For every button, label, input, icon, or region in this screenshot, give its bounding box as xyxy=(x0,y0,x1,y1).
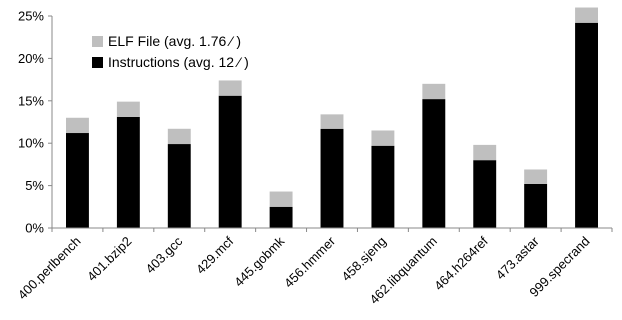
bar-segment-elf-file xyxy=(218,80,242,96)
bar-segment-elf-file xyxy=(473,144,497,161)
y-axis: 0% 5% 10% 15% 20% 25% xyxy=(18,9,53,236)
y-tick-label: 15% xyxy=(18,93,44,108)
bars xyxy=(66,7,598,229)
bar-segment-elf-file xyxy=(524,169,548,184)
bar-segment-elf-file xyxy=(269,191,293,207)
x-tick-label: 464.h264ref xyxy=(431,233,491,293)
x-tick-label: 458.sjeng xyxy=(339,234,389,284)
x-tick-label: 400.perlbench xyxy=(15,234,84,303)
legend-swatch xyxy=(92,57,103,68)
bar-segment-instructions xyxy=(575,22,598,229)
bar-segment-instructions xyxy=(218,95,242,228)
legend: ELF File (avg. 1.76 ⁄ ) Instructions (avg… xyxy=(92,33,249,70)
bar-segment-instructions xyxy=(371,145,395,228)
bar-segment-instructions xyxy=(66,133,89,228)
x-tick-label: 456.hmmer xyxy=(281,233,339,291)
y-tick-label: 10% xyxy=(18,136,44,151)
bar-segment-elf-file xyxy=(320,114,344,129)
bar-segment-instructions xyxy=(320,128,344,228)
y-tick-label: 0% xyxy=(25,221,44,236)
x-tick-label: 401.bzip2 xyxy=(84,234,134,284)
x-tick-label: 473.astar xyxy=(493,233,542,282)
y-tick-label: 20% xyxy=(18,51,44,66)
x-tick-label: 429.mcf xyxy=(193,233,237,277)
bar-segment-instructions xyxy=(422,99,446,228)
bar-segment-instructions xyxy=(116,116,140,228)
x-axis: 400.perlbench 401.bzip2 403.gcc 429.mcf445.… xyxy=(15,227,613,307)
bar-segment-instructions xyxy=(167,144,191,228)
legend-label: ELF File (avg. 1.76 ⁄ ) xyxy=(108,33,241,49)
legend-swatch xyxy=(92,36,103,47)
bar-segment-elf-file xyxy=(116,101,140,117)
bar-segment-instructions xyxy=(524,183,548,228)
bar-segment-elf-file xyxy=(167,128,191,145)
bar-segment-elf-file xyxy=(66,117,89,134)
legend-label: Instructions (avg. 12 ⁄ ) xyxy=(108,54,249,70)
bar-segment-instructions xyxy=(269,206,293,228)
y-tick-label: 25% xyxy=(18,9,44,24)
x-tick-label: 403.gcc xyxy=(143,233,186,276)
y-tick-label: 5% xyxy=(25,178,44,193)
bar-segment-instructions xyxy=(473,160,497,228)
x-tick-label: 445.gobmk xyxy=(231,233,287,289)
bar-segment-elf-file xyxy=(575,7,598,23)
bar-segment-elf-file xyxy=(422,83,446,100)
bar-segment-elf-file xyxy=(371,130,395,146)
